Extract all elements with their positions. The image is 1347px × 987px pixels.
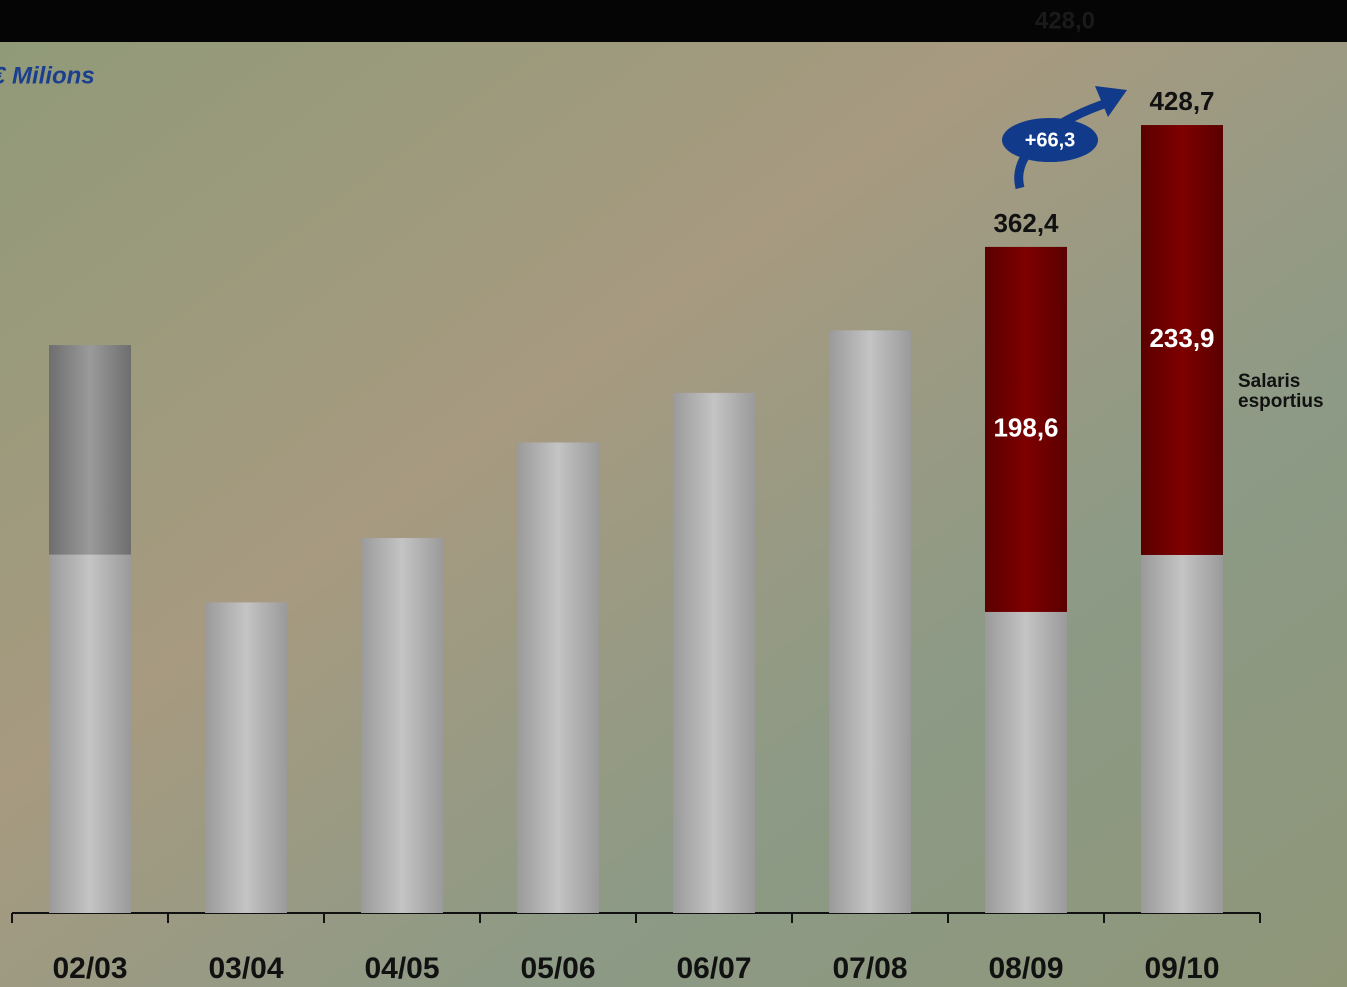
value-label: 233,9 [1149,323,1214,353]
bar [49,345,131,555]
bar [985,246,1067,612]
bar [1141,554,1223,913]
x-tick-label: 05/06 [520,952,595,985]
total-label: 362,4 [993,208,1059,238]
x-tick-label: 04/05 [364,952,439,985]
total-label: 428,7 [1149,86,1214,116]
bar [673,392,755,913]
growth-bubble [1002,118,1098,162]
bar [361,538,443,913]
bar [517,442,599,913]
x-tick-label: 07/08 [832,952,907,985]
bar [985,611,1067,913]
x-tick-label: 08/09 [988,952,1063,985]
legend-entry: Salaris esportius [1238,371,1324,412]
x-tick-label: 09/10 [1144,952,1219,985]
bar [829,330,911,913]
x-tick-label: 02/03 [52,952,127,985]
value-label: 198,6 [993,412,1058,442]
bar [1141,125,1223,555]
growth-label: +66,3 [1025,129,1076,151]
bar [205,602,287,913]
ghost-label: 428,0 [1035,7,1095,34]
unit-label: € Milions [0,62,95,89]
x-tick-label: 06/07 [676,952,751,985]
growth-arrow-head [1095,86,1127,117]
bar [49,554,131,913]
top-band [0,0,1347,42]
x-tick-label: 03/04 [208,952,283,985]
